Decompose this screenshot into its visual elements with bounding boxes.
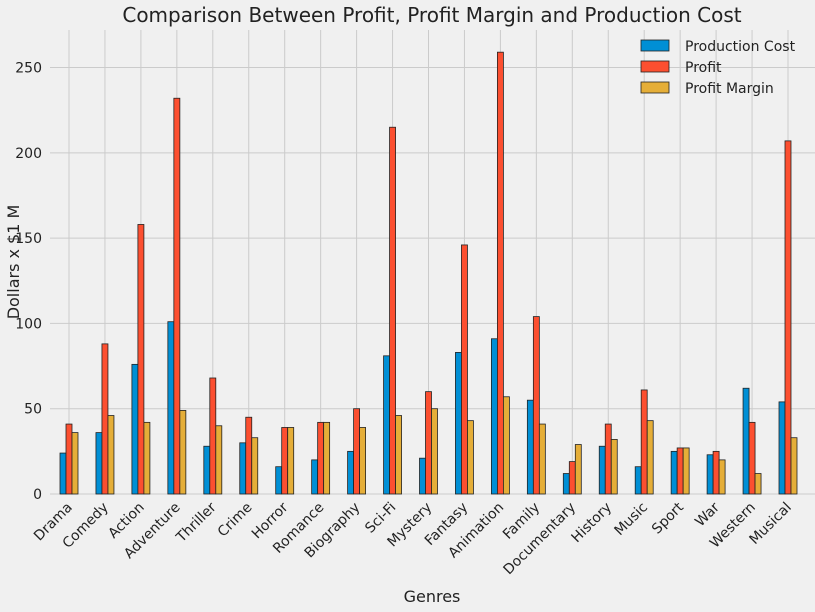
- bar-profit: [281, 427, 289, 495]
- bar-production-cost: [203, 445, 211, 495]
- bar-profit-margin: [682, 447, 690, 495]
- legend-swatch: [640, 39, 670, 52]
- y-tick-label: 50: [24, 402, 42, 418]
- bar-production-cost: [742, 387, 750, 495]
- legend-swatch: [640, 81, 670, 94]
- y-axis-label: Dollars x $1 M: [4, 205, 23, 320]
- bar-profit-margin: [323, 421, 331, 495]
- bar-profit: [784, 140, 792, 495]
- x-tick-label: Sport: [649, 499, 687, 537]
- bar-profit: [676, 447, 684, 495]
- bar-profit: [137, 224, 145, 495]
- bar-profit-margin: [502, 396, 510, 495]
- x-axis-label: Genres: [404, 587, 461, 606]
- bar-production-cost: [706, 454, 714, 495]
- bar-profit: [532, 316, 540, 495]
- bar-profit-margin: [215, 425, 223, 495]
- bar-profit-margin: [395, 415, 402, 495]
- bar-profit-margin: [107, 415, 115, 495]
- bar-production-cost: [383, 355, 390, 495]
- bar-profit: [748, 421, 756, 495]
- bar-profit-margin: [143, 421, 151, 495]
- bar-production-cost: [490, 338, 498, 495]
- bar-production-cost: [634, 466, 642, 495]
- bar-production-cost: [778, 401, 786, 495]
- bar-profit-margin: [287, 427, 295, 495]
- legend-swatch: [640, 60, 670, 73]
- bar-production-cost: [239, 442, 247, 495]
- bar-production-cost: [95, 432, 103, 495]
- bar-profit-margin: [467, 420, 474, 495]
- x-tick-label: History: [569, 500, 616, 547]
- bar-production-cost: [167, 321, 175, 495]
- x-tick-label: Crime: [215, 500, 256, 541]
- bar-profit-margin: [179, 410, 187, 495]
- bar-profit-margin: [790, 437, 798, 495]
- legend-label: Profit: [685, 60, 722, 76]
- bar-profit: [640, 389, 648, 495]
- bar-production-cost: [526, 399, 534, 495]
- legend: Production Cost Profit Profit Margin: [640, 39, 796, 97]
- bar-production-cost: [670, 450, 678, 495]
- bar-profit: [425, 391, 432, 495]
- y-axis-ticks: 0 50 100 150 200 250: [15, 61, 42, 503]
- bar-profit: [389, 126, 396, 495]
- y-tick-label: 250: [15, 61, 42, 77]
- bar-profit: [568, 461, 576, 495]
- bar-production-cost: [59, 452, 67, 495]
- legend-label: Production Cost: [685, 39, 796, 55]
- bar-profit-margin: [718, 459, 726, 495]
- bar-profit: [461, 244, 468, 495]
- bar-profit: [245, 416, 253, 495]
- bar-production-cost: [455, 352, 462, 495]
- y-tick-label: 150: [15, 231, 42, 247]
- x-axis-ticks: DramaComedyActionAdventureThrillerCrimeH…: [31, 499, 795, 578]
- bar-profit-margin: [359, 427, 367, 495]
- bar-profit: [173, 97, 181, 495]
- bar-profit: [209, 377, 217, 495]
- x-tick-label: War: [692, 499, 723, 530]
- bar-profit: [353, 408, 361, 495]
- bar-profit-margin: [251, 437, 259, 495]
- bar-profit: [712, 450, 720, 495]
- bar-profit-margin: [574, 444, 582, 495]
- bar-profit-margin: [431, 408, 438, 495]
- bar-production-cost: [311, 459, 319, 495]
- x-tick-label: Thriller: [173, 499, 220, 546]
- y-tick-label: 100: [15, 316, 42, 332]
- bar-profit-margin: [610, 439, 618, 495]
- bars: [59, 51, 798, 495]
- x-tick-label: Music: [612, 500, 651, 539]
- bar-production-cost: [275, 466, 283, 495]
- y-tick-label: 0: [33, 487, 42, 503]
- legend-label: Profit Margin: [685, 81, 774, 97]
- bar-profit: [65, 423, 73, 495]
- bar-production-cost: [347, 450, 355, 495]
- bar-production-cost: [131, 363, 139, 495]
- bar-profit-margin: [538, 423, 546, 495]
- bar-production-cost: [419, 457, 426, 495]
- bar-profit: [496, 51, 504, 495]
- bar-profit: [101, 343, 109, 495]
- bar-profit: [317, 421, 325, 495]
- chart-title: Comparison Between Profit, Profit Margin…: [122, 3, 741, 27]
- bar-production-cost: [598, 445, 606, 495]
- bar-profit-margin: [754, 473, 762, 495]
- bar-profit-margin: [71, 432, 79, 495]
- y-tick-label: 200: [15, 146, 42, 162]
- bar-production-cost: [562, 473, 570, 495]
- bar-profit: [604, 423, 612, 495]
- bar-profit-margin: [646, 420, 654, 495]
